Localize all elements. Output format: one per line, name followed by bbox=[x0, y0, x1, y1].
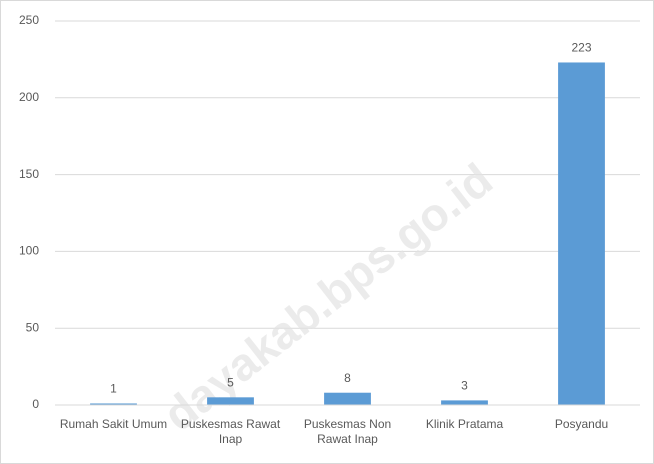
y-tick-label: 50 bbox=[26, 320, 40, 334]
x-tick-label: Rumah Sakit Umum bbox=[59, 417, 168, 431]
data-label: 1 bbox=[110, 382, 117, 396]
bar bbox=[441, 400, 488, 405]
y-tick-label: 150 bbox=[19, 167, 39, 181]
bar bbox=[558, 62, 605, 406]
y-tick-label: 200 bbox=[19, 90, 39, 104]
bar bbox=[207, 397, 254, 405]
data-label: 3 bbox=[461, 379, 468, 393]
bar bbox=[90, 403, 137, 405]
bar bbox=[324, 392, 371, 405]
data-label: 223 bbox=[571, 41, 591, 55]
data-label: 5 bbox=[227, 375, 234, 389]
y-tick-label: 250 bbox=[19, 13, 39, 27]
x-tick-label: Puskesmas Rawat Inap bbox=[180, 417, 281, 446]
x-tick-label: Puskesmas Non Rawat Inap bbox=[303, 417, 392, 446]
y-tick-label: 100 bbox=[19, 244, 39, 258]
x-tick-label: Klinik Pratama bbox=[425, 417, 504, 431]
data-label: 8 bbox=[344, 371, 351, 385]
y-tick-label: 0 bbox=[32, 397, 39, 411]
x-tick-label: Posyandu bbox=[554, 417, 609, 431]
